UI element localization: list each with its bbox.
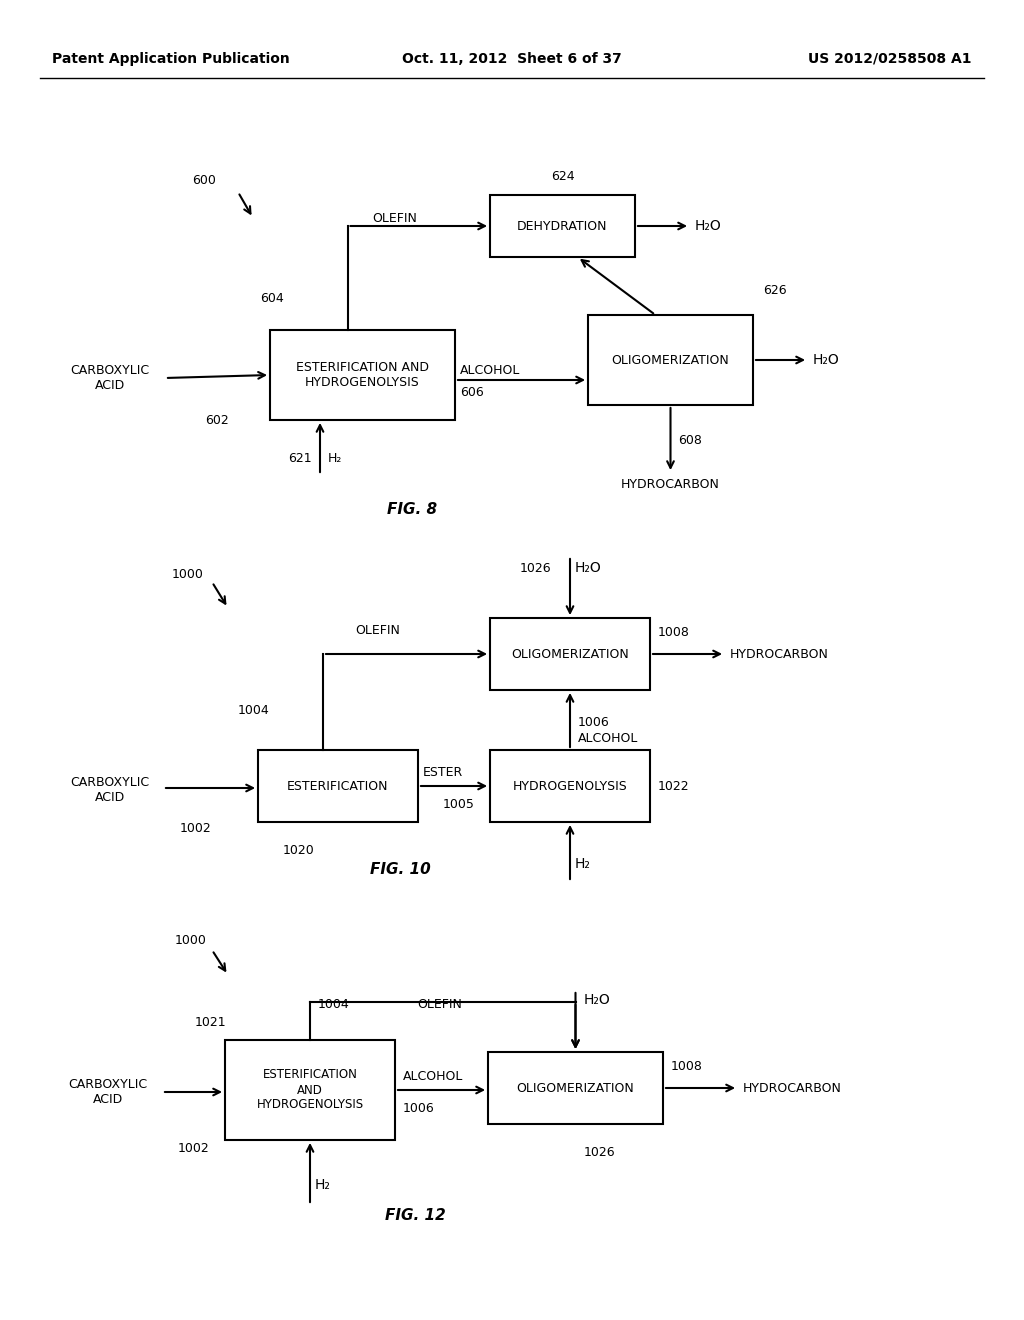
Text: 604: 604 (260, 292, 284, 305)
Text: ALCOHOL: ALCOHOL (460, 363, 520, 376)
Text: DEHYDRATION: DEHYDRATION (517, 219, 608, 232)
Bar (490, 195, 635, 257)
Text: 1008: 1008 (671, 1060, 702, 1072)
Text: CARBOXYLIC
ACID: CARBOXYLIC ACID (69, 1078, 147, 1106)
Text: 626: 626 (763, 284, 786, 297)
Text: ESTER: ESTER (423, 766, 463, 779)
Bar (490, 618, 650, 690)
Text: 1005: 1005 (443, 797, 475, 810)
Text: OLIGOMERIZATION: OLIGOMERIZATION (517, 1081, 635, 1094)
Text: FIG. 10: FIG. 10 (370, 862, 430, 878)
Text: 602: 602 (205, 413, 228, 426)
Text: H₂: H₂ (575, 857, 591, 871)
Bar (225, 1040, 395, 1140)
Text: OLEFIN: OLEFIN (418, 998, 463, 1011)
Text: CARBOXYLIC
ACID: CARBOXYLIC ACID (71, 776, 150, 804)
Text: US 2012/0258508 A1: US 2012/0258508 A1 (809, 51, 972, 66)
Bar (588, 315, 753, 405)
Text: HYDROCARBON: HYDROCARBON (730, 648, 828, 660)
Text: FIG. 8: FIG. 8 (387, 503, 437, 517)
Text: OLIGOMERIZATION: OLIGOMERIZATION (611, 354, 729, 367)
Text: 1020: 1020 (283, 843, 314, 857)
Text: 621: 621 (288, 451, 311, 465)
Text: 1004: 1004 (238, 704, 269, 717)
Text: 600: 600 (193, 173, 216, 186)
Text: 1021: 1021 (195, 1015, 226, 1028)
Text: 608: 608 (679, 433, 702, 446)
Text: H₂O: H₂O (813, 352, 840, 367)
Text: HYDROCARBON: HYDROCARBON (622, 479, 720, 491)
Text: ALCOHOL: ALCOHOL (403, 1069, 464, 1082)
Bar (270, 330, 455, 420)
Text: H₂O: H₂O (575, 561, 602, 576)
Text: H₂: H₂ (328, 451, 342, 465)
Text: OLEFIN: OLEFIN (355, 623, 400, 636)
Text: Patent Application Publication: Patent Application Publication (52, 51, 290, 66)
Text: 1022: 1022 (658, 780, 689, 792)
Text: OLEFIN: OLEFIN (373, 211, 418, 224)
Text: 1002: 1002 (180, 821, 212, 834)
Text: 1002: 1002 (178, 1142, 210, 1155)
Text: 606: 606 (460, 387, 483, 400)
Text: 624: 624 (551, 170, 574, 183)
Text: Oct. 11, 2012  Sheet 6 of 37: Oct. 11, 2012 Sheet 6 of 37 (402, 51, 622, 66)
Text: HYDROGENOLYSIS: HYDROGENOLYSIS (513, 780, 628, 792)
Text: ALCOHOL: ALCOHOL (578, 731, 638, 744)
Text: OLIGOMERIZATION: OLIGOMERIZATION (511, 648, 629, 660)
Bar (488, 1052, 663, 1125)
Text: 1026: 1026 (520, 561, 552, 574)
Text: 1000: 1000 (175, 933, 207, 946)
Bar (490, 750, 650, 822)
Bar (258, 750, 418, 822)
Text: H₂O: H₂O (584, 993, 610, 1007)
Text: 1006: 1006 (578, 715, 609, 729)
Text: ESTERIFICATION: ESTERIFICATION (288, 780, 389, 792)
Text: 1004: 1004 (318, 998, 350, 1011)
Text: H₂: H₂ (315, 1177, 331, 1192)
Text: ESTERIFICATION
AND
HYDROGENOLYSIS: ESTERIFICATION AND HYDROGENOLYSIS (256, 1068, 364, 1111)
Text: H₂O: H₂O (695, 219, 722, 234)
Text: FIG. 12: FIG. 12 (385, 1208, 445, 1222)
Text: HYDROCARBON: HYDROCARBON (743, 1081, 842, 1094)
Text: 1008: 1008 (658, 626, 690, 639)
Text: 1026: 1026 (584, 1146, 615, 1159)
Text: CARBOXYLIC
ACID: CARBOXYLIC ACID (71, 364, 150, 392)
Text: 1006: 1006 (403, 1101, 435, 1114)
Text: 1000: 1000 (172, 569, 204, 582)
Text: ESTERIFICATION AND
HYDROGENOLYSIS: ESTERIFICATION AND HYDROGENOLYSIS (296, 360, 429, 389)
